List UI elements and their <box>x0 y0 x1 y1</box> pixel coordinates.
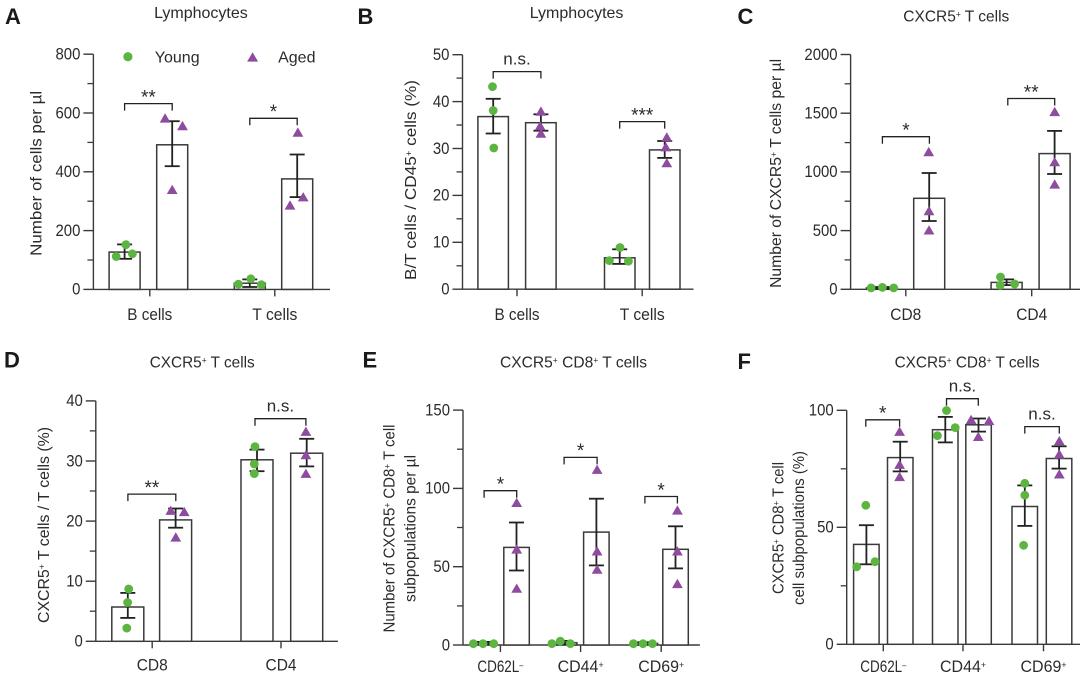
svg-text:E: E <box>363 348 378 373</box>
svg-text:100: 100 <box>809 401 834 420</box>
svg-text:D: D <box>4 348 20 373</box>
svg-text:CD4: CD4 <box>266 656 297 675</box>
svg-text:CXCR5+ T cells: CXCR5+ T cells <box>150 354 255 371</box>
svg-text:0: 0 <box>441 280 449 299</box>
svg-text:n.s.: n.s. <box>1028 405 1055 424</box>
svg-text:cell subpopulations (%): cell subpopulations (%) <box>791 451 808 605</box>
svg-text:**: ** <box>141 87 156 108</box>
svg-text:CXCR5+ T cells: CXCR5+ T cells <box>903 9 1009 26</box>
svg-text:B cells: B cells <box>495 305 540 324</box>
svg-text:30: 30 <box>433 139 450 158</box>
svg-text:Number of CXCR5+ CD8+ T cell: Number of CXCR5+ CD8+ T cell <box>381 425 398 633</box>
svg-text:n.s.: n.s. <box>503 50 530 69</box>
svg-text:CXCR5+ CD8+ T cell: CXCR5+ CD8+ T cell <box>770 462 787 594</box>
svg-text:50: 50 <box>433 45 450 64</box>
svg-text:800: 800 <box>56 45 81 64</box>
svg-text:n.s.: n.s. <box>267 397 294 416</box>
svg-text:10: 10 <box>433 233 450 252</box>
svg-text:20: 20 <box>433 186 450 205</box>
svg-text:CD8: CD8 <box>890 305 921 324</box>
svg-text:0: 0 <box>825 635 833 654</box>
svg-text:Young: Young <box>155 49 200 66</box>
svg-text:Number of cells per µl: Number of cells per µl <box>29 91 46 256</box>
svg-text:100: 100 <box>425 479 450 498</box>
svg-text:1000: 1000 <box>804 162 837 181</box>
svg-text:*: * <box>270 102 278 123</box>
svg-text:CXCR5+ CD8+ T cells: CXCR5+ CD8+ T cells <box>500 354 647 371</box>
svg-text:50: 50 <box>433 557 450 576</box>
svg-text:0: 0 <box>75 632 83 651</box>
svg-text:400: 400 <box>56 162 81 181</box>
svg-text:CD69+: CD69+ <box>638 657 684 676</box>
svg-text:CD8: CD8 <box>137 656 168 675</box>
svg-text:*: * <box>902 121 910 142</box>
svg-text:20: 20 <box>66 511 83 530</box>
svg-text:CD44+: CD44+ <box>940 657 986 676</box>
svg-text:F: F <box>738 349 751 374</box>
svg-text:B: B <box>358 4 374 29</box>
svg-text:40: 40 <box>433 92 450 111</box>
svg-text:CD69+: CD69+ <box>1021 657 1067 676</box>
svg-text:10: 10 <box>66 572 83 591</box>
svg-text:CXCR5+ CD8+ T cells: CXCR5+ CD8+ T cells <box>895 354 1040 371</box>
svg-text:*: * <box>497 475 505 496</box>
svg-text:Lymphocytes: Lymphocytes <box>530 5 624 22</box>
svg-text:CD62L–: CD62L– <box>477 657 524 676</box>
svg-text:1500: 1500 <box>804 104 837 123</box>
svg-text:**: ** <box>145 478 160 499</box>
svg-text:40: 40 <box>66 391 83 410</box>
svg-text:C: C <box>738 4 754 29</box>
svg-text:Number of CXCR5+ T cells per µ: Number of CXCR5+ T cells per µl <box>768 59 785 288</box>
svg-text:*: * <box>657 480 665 501</box>
svg-text:*: * <box>879 404 887 425</box>
svg-text:50: 50 <box>817 518 834 537</box>
svg-text:subpopulations per µl: subpopulations per µl <box>402 455 419 602</box>
svg-text:T cells: T cells <box>620 305 665 324</box>
svg-text:Lymphocytes: Lymphocytes <box>154 5 248 22</box>
svg-text:CD62L–: CD62L– <box>860 657 907 676</box>
svg-text:**: ** <box>1024 82 1039 103</box>
svg-text:0: 0 <box>829 280 837 299</box>
svg-text:500: 500 <box>813 221 838 240</box>
svg-text:*: * <box>577 441 585 462</box>
svg-text:CXCR5+ T cells / T cells (%): CXCR5+ T cells / T cells (%) <box>36 427 53 623</box>
svg-text:A: A <box>5 4 21 29</box>
svg-text:***: *** <box>631 105 654 126</box>
svg-text:0: 0 <box>442 635 450 654</box>
svg-text:30: 30 <box>66 451 83 470</box>
svg-text:600: 600 <box>56 103 81 122</box>
svg-text:B cells: B cells <box>127 305 172 324</box>
svg-text:B/T cells / CD45+ cells (%): B/T cells / CD45+ cells (%) <box>403 80 420 280</box>
svg-text:CD4: CD4 <box>1016 305 1047 324</box>
svg-text:2000: 2000 <box>804 45 837 64</box>
svg-text:n.s.: n.s. <box>949 377 976 396</box>
svg-text:CD44+: CD44+ <box>558 657 604 676</box>
svg-text:T cells: T cells <box>252 305 297 324</box>
svg-text:Aged: Aged <box>278 49 315 66</box>
svg-text:150: 150 <box>425 400 450 419</box>
svg-text:0: 0 <box>72 280 80 299</box>
svg-text:200: 200 <box>56 221 81 240</box>
